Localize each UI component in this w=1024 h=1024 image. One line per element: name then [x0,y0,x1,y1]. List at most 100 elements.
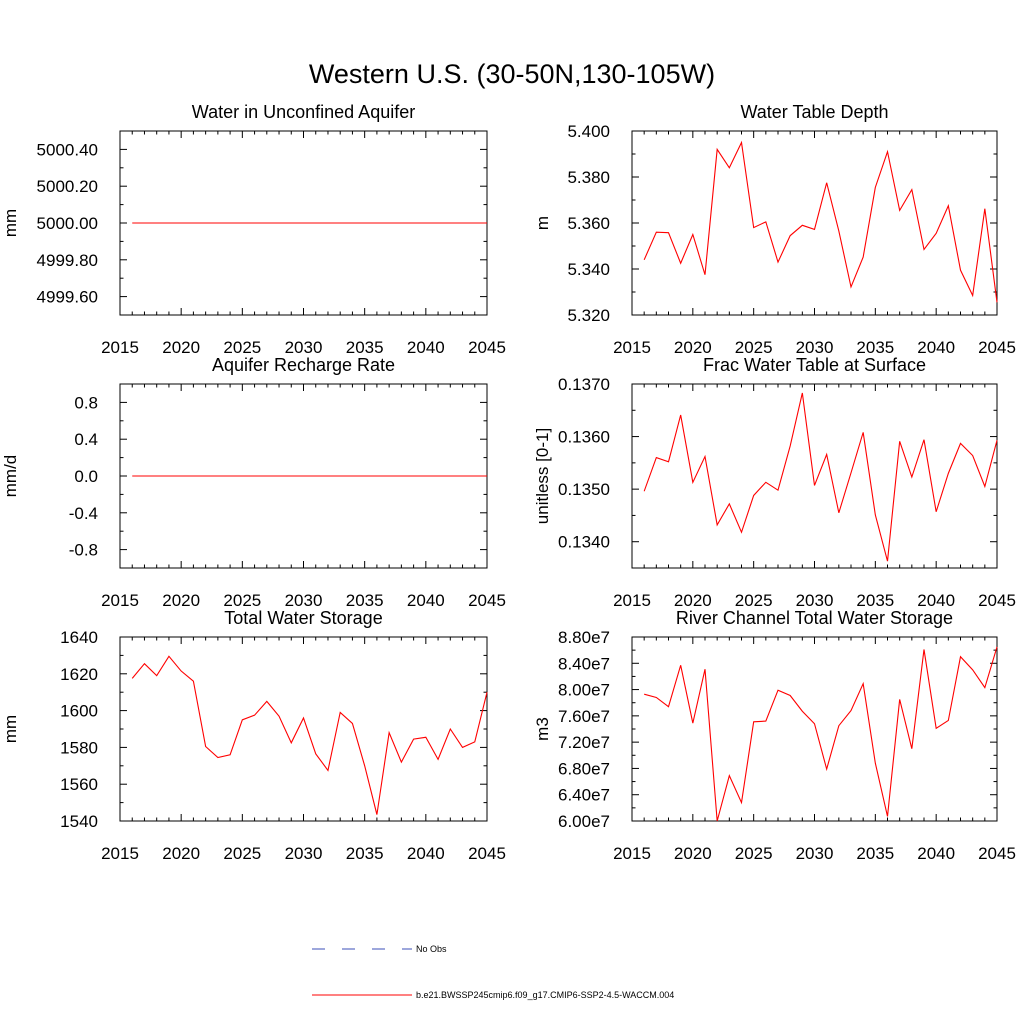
x-tick-label: 2030 [285,338,323,357]
x-tick-label: 2040 [917,338,955,357]
x-tick-label: 2025 [735,844,773,863]
chart-panel: Frac Water Table at Surface 2015 2020 2025 2… [533,355,1016,610]
y-tick-label: 5.380 [567,168,610,187]
plot-frame [631,130,998,316]
y-tick-label: 1620 [60,665,98,684]
x-tick-label: 2040 [917,844,955,863]
y-axis-label: mm [1,715,20,743]
chart-panel: Aquifer Recharge Rate 2015 2020 2025 2030 203… [1,355,506,610]
x-tick-label: 2035 [856,844,894,863]
y-tick-label: 0.8 [74,393,98,412]
x-tick-label: 2020 [162,591,200,610]
panel-title: Total Water Storage [224,608,382,628]
x-tick-label: 2015 [101,844,139,863]
x-tick-label: 2015 [613,844,651,863]
x-tick-label: 2045 [978,591,1016,610]
chart-panels: Water in Unconfined Aquifer 2015 2020 2025 2… [1,102,1016,863]
chart-panel: Total Water Storage 2015 2020 2025 2030 2035 2… [1,608,506,863]
x-tick-label: 2025 [223,338,261,357]
x-tick-label: 2025 [223,844,261,863]
y-tick-label: 5.320 [567,306,610,325]
x-tick-label: 2045 [468,338,506,357]
series-line [644,646,998,822]
x-tick-label: 2030 [285,844,323,863]
x-tick-label: 2040 [407,844,445,863]
y-tick-label: 4999.80 [37,251,98,270]
chart-panel: Water in Unconfined Aquifer 2015 2020 2025 2… [1,102,506,357]
y-tick-label: 5000.00 [37,214,98,233]
y-tick-label: 1560 [60,775,98,794]
x-tick-label: 2015 [101,591,139,610]
series-line [643,392,998,562]
y-tick-label: 0.1350 [558,480,610,499]
legend-label: b.e21.BWSSP245cmip6.f09_g17.CMIP6-SSP2-4… [416,990,674,1000]
y-tick-label: 4999.60 [37,288,98,307]
series-line [131,655,488,815]
figure-title: Western U.S. (30-50N,130-105W) [309,59,715,89]
x-tick-label: 2035 [346,591,384,610]
y-tick-label: 7.60e7 [558,707,610,726]
y-tick-label: 0.1370 [558,375,610,394]
y-tick-label: 6.40e7 [558,786,610,805]
y-tick-label: 7.20e7 [558,733,610,752]
panel-title: Frac Water Table at Surface [703,355,926,375]
y-tick-label: 0.0 [74,467,98,486]
x-tick-label: 2015 [613,338,651,357]
x-tick-label: 2020 [674,338,712,357]
x-tick-label: 2030 [796,844,834,863]
x-tick-label: 2045 [468,844,506,863]
y-tick-label: 5.360 [567,214,610,233]
x-tick-label: 2030 [285,591,323,610]
y-tick-label: 8.80e7 [558,628,610,647]
x-tick-label: 2040 [407,591,445,610]
y-tick-label: 5.400 [567,122,610,141]
y-tick-label: 5000.40 [37,140,98,159]
x-tick-label: 2045 [978,844,1016,863]
panel-title: Aquifer Recharge Rate [212,355,395,375]
y-tick-label: 8.00e7 [558,681,610,700]
y-axis-label: mm/d [1,455,20,498]
y-tick-label: 5000.20 [37,177,98,196]
x-tick-label: 2025 [223,591,261,610]
x-tick-label: 2045 [468,591,506,610]
y-tick-label: 5.340 [567,260,610,279]
x-tick-label: 2025 [735,591,773,610]
x-tick-label: 2020 [162,844,200,863]
y-tick-label: 1640 [60,628,98,647]
y-tick-label: 0.1340 [558,533,610,552]
y-tick-label: 0.1360 [558,428,610,447]
y-axis-label: mm [1,209,20,237]
y-tick-label: 1580 [60,738,98,757]
y-tick-label: 0.4 [74,430,98,449]
y-axis-label: m3 [533,717,552,741]
panel-title: Water Table Depth [740,102,888,122]
x-tick-label: 2030 [796,591,834,610]
x-tick-label: 2035 [346,338,384,357]
y-tick-label: 8.40e7 [558,654,610,673]
plot-frame [631,383,998,569]
chart-panel: Water Table Depth 2015 2020 2025 2030 2035 204… [533,102,1016,357]
y-tick-label: 1600 [60,702,98,721]
x-tick-label: 2040 [917,591,955,610]
legend: No Obs b.e21.BWSSP245cmip6.f09_g17.CMIP6-… [312,944,674,1000]
x-tick-label: 2015 [101,338,139,357]
x-tick-label: 2015 [613,591,651,610]
x-tick-label: 2035 [856,338,894,357]
chart-panel: River Channel Total Water Storage 2015 202… [533,608,1016,863]
y-axis-label: m [533,216,552,230]
y-tick-label: 6.80e7 [558,759,610,778]
x-tick-label: 2025 [735,338,773,357]
panel-title: Water in Unconfined Aquifer [192,102,415,122]
plot-frame [119,636,488,822]
panel-title: River Channel Total Water Storage [676,608,953,628]
y-tick-label: 1540 [60,812,98,831]
legend-label: No Obs [416,944,447,954]
series-line [643,140,998,303]
x-tick-label: 2020 [162,338,200,357]
x-tick-label: 2040 [407,338,445,357]
y-tick-label: 6.00e7 [558,812,610,831]
x-tick-label: 2020 [674,591,712,610]
y-tick-label: -0.8 [69,541,98,560]
x-tick-label: 2035 [346,844,384,863]
x-tick-label: 2020 [674,844,712,863]
